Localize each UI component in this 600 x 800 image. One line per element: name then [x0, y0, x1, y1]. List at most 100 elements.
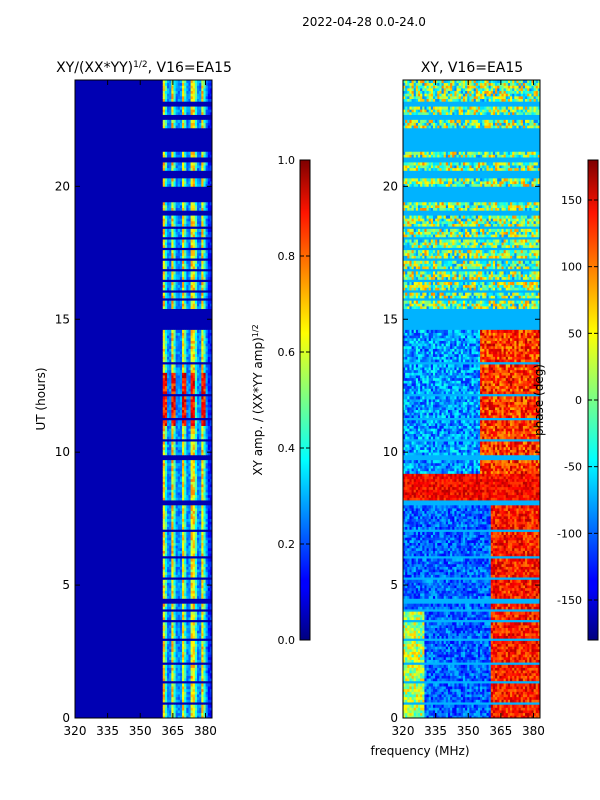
amp-cell [192, 202, 196, 206]
amp-cell [194, 255, 198, 259]
amp-cell [186, 282, 189, 286]
amp-cell [192, 611, 196, 615]
amp-cell [201, 574, 204, 578]
amp-cell [164, 351, 168, 355]
amp-cell [190, 329, 194, 333]
amp-cell [171, 569, 174, 573]
amp-cell [209, 595, 212, 599]
phase-cell [422, 696, 425, 700]
amp-cell [188, 694, 191, 698]
phase-cell [415, 678, 419, 682]
amp-cell [192, 372, 196, 376]
phase-cell [505, 686, 509, 690]
amp-cell [209, 260, 212, 264]
amp-cell [201, 614, 204, 618]
amp-cell [194, 343, 198, 347]
amp-cell [171, 664, 174, 668]
amp-cell [177, 282, 181, 286]
amp-cell [190, 93, 194, 97]
amp-cell [201, 553, 204, 557]
amp-cell [188, 606, 191, 610]
amp-cell [173, 622, 177, 626]
amp-cell [167, 351, 170, 355]
amp-cell [190, 98, 194, 102]
amp-cell [197, 154, 200, 158]
amp-cell [188, 154, 191, 158]
amp-cell [179, 470, 183, 474]
amp-cell [164, 579, 168, 583]
amp-cell [186, 369, 189, 373]
amp-cell [192, 566, 196, 570]
amp-cell [177, 372, 181, 376]
amp-cell [201, 87, 204, 92]
amp-cell [192, 420, 196, 424]
phase-cell [475, 688, 479, 692]
amp-cell [201, 656, 204, 660]
amp-cell [164, 686, 168, 690]
amp-cell [169, 332, 172, 336]
amp-cell [162, 364, 166, 368]
amp-cell [169, 228, 172, 232]
amp-cell [199, 266, 202, 270]
amp-cell [179, 369, 183, 373]
amp-cell [179, 460, 183, 464]
amp-cell [167, 353, 170, 357]
amp-cell [175, 422, 179, 426]
amp-cell [167, 622, 170, 626]
amp-cell [179, 111, 183, 115]
amp-cell [171, 452, 174, 456]
amp-cell [182, 433, 185, 437]
amp-cell [171, 404, 174, 408]
amp-cell [201, 367, 204, 371]
amp-cell [186, 422, 189, 426]
phase-cell [477, 712, 481, 716]
amp-cell [182, 82, 185, 86]
amp-cell [199, 505, 202, 509]
amp-cell [203, 460, 206, 464]
phase-cell [505, 696, 509, 700]
amp-cell [184, 266, 187, 270]
amp-cell [194, 441, 198, 445]
amp-cell [175, 539, 179, 543]
amp-cell [162, 542, 166, 546]
phase-cell [447, 688, 451, 692]
amp-cell [209, 715, 212, 718]
amp-cell [179, 484, 183, 488]
amp-cell [182, 715, 185, 718]
amp-cell [184, 531, 187, 535]
amp-cell [209, 587, 212, 591]
amp-cell [177, 696, 181, 700]
amp-cell [207, 364, 211, 368]
phase-cell [488, 678, 492, 682]
amp-cell [209, 579, 212, 583]
amp-cell [201, 465, 204, 469]
amp-cell [173, 263, 177, 267]
amp-cell [171, 231, 174, 235]
phase-cell [475, 710, 479, 714]
phase-cell [450, 688, 453, 692]
amp-cell [162, 659, 166, 663]
amp-cell [164, 329, 168, 333]
phase-cell [456, 699, 460, 703]
phase-cell [409, 710, 412, 714]
phase-cell [450, 710, 453, 714]
amp-cell [197, 377, 200, 381]
amp-cell [171, 391, 174, 395]
amp-cell [201, 80, 204, 84]
amp-cell [205, 207, 209, 211]
amp-cell [197, 178, 200, 182]
amp-cell [167, 672, 170, 676]
amp-cell [207, 585, 211, 589]
amp-cell [184, 343, 187, 347]
amp-cell [177, 295, 181, 299]
amp-cell [167, 646, 170, 650]
phase-cell [473, 688, 477, 692]
amp-cell [169, 154, 172, 158]
amp-cell [190, 710, 194, 714]
amp-cell [171, 646, 174, 650]
phase-cell [482, 691, 485, 695]
amp-cell [188, 295, 191, 299]
amp-cell [177, 85, 181, 89]
phase-cell [415, 712, 419, 716]
amp-cell [171, 292, 174, 296]
